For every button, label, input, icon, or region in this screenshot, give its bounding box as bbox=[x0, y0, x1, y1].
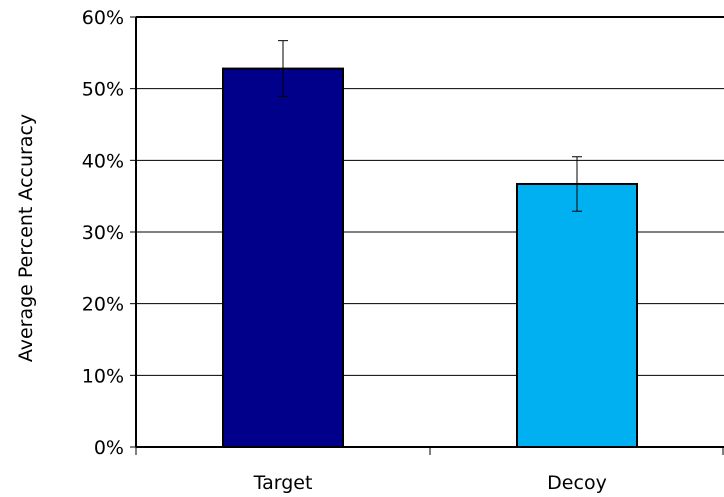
axes bbox=[130, 16, 724, 455]
y-tick-labels: 0% 10% 20% 30% 40% 50% 60% bbox=[82, 7, 124, 459]
y-tick-label-6: 60% bbox=[82, 7, 124, 29]
y-tick-label-0: 0% bbox=[94, 437, 124, 459]
y-tick-label-3: 30% bbox=[82, 222, 124, 244]
x-tick-label-target: Target bbox=[253, 472, 313, 494]
y-axis-title: Average Percent Accuracy bbox=[15, 114, 37, 362]
y-tick-label-4: 40% bbox=[82, 150, 124, 172]
error-bars bbox=[278, 40, 582, 212]
x-tick-label-decoy: Decoy bbox=[547, 472, 607, 494]
y-tick-label-2: 20% bbox=[82, 294, 124, 316]
bars bbox=[222, 67, 638, 448]
bar-target bbox=[222, 67, 344, 448]
y-tick-label-5: 50% bbox=[82, 79, 124, 101]
bar-decoy bbox=[516, 182, 638, 448]
x-tick-labels: Target Decoy bbox=[253, 472, 607, 494]
y-tick-label-1: 10% bbox=[82, 365, 124, 387]
